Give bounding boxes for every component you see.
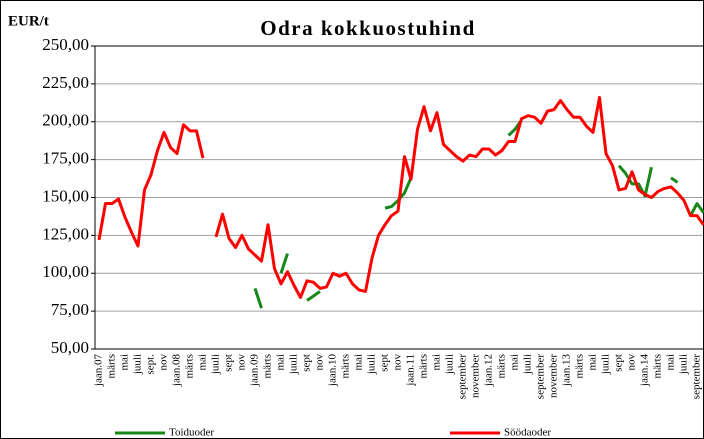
y-axis-label: EUR/t	[8, 13, 49, 29]
x-tick-label: jaan.11	[405, 354, 417, 387]
x-tick-label: sept	[301, 354, 313, 372]
x-tick-label: märts	[106, 354, 118, 378]
y-tick-label: 200,00	[42, 111, 89, 130]
x-tick-label: jaan.14	[639, 354, 651, 388]
x-tick-label: juuli	[444, 354, 456, 375]
x-tick-label: jaan.10	[327, 354, 339, 388]
x-tick-label: nov	[314, 354, 326, 371]
x-tick-label: juuli	[678, 354, 690, 375]
line-segment	[214, 96, 704, 299]
x-tick-label: märts	[340, 354, 352, 378]
x-tick-label: juuli	[522, 354, 534, 375]
x-tick-label: nov	[626, 354, 638, 371]
y-tick-label: 175,00	[42, 149, 89, 168]
y-tick-label: 125,00	[42, 224, 89, 243]
x-tick-label: jaan.09	[249, 354, 261, 388]
line-segment	[689, 202, 704, 217]
x-tick-label: mai	[587, 354, 599, 371]
line-segment	[253, 287, 263, 309]
x-tick-label: nov	[158, 354, 170, 371]
y-tick-label: 225,00	[42, 73, 89, 92]
x-tick-label: juuli	[366, 354, 378, 375]
x-tick-label: mai	[431, 354, 443, 371]
x-tick-label: märts	[418, 354, 430, 378]
line-segment	[279, 253, 289, 274]
legend-label: Söödaoder	[504, 427, 551, 439]
x-tick-label: märts	[184, 354, 196, 378]
x-tick-label: mai	[353, 354, 365, 371]
line-segment	[670, 176, 679, 184]
x-tick-label: mai	[119, 354, 131, 371]
x-tick-label: september	[691, 354, 703, 400]
x-tick-label: märts	[496, 354, 508, 378]
x-tick-label: mai	[275, 354, 287, 371]
x-tick-label: nov	[392, 354, 404, 371]
line-segment	[306, 290, 321, 302]
x-tick-label: jaan.08	[171, 354, 183, 388]
x-tick-label: sept.	[145, 354, 157, 375]
x-tick-label: jaan.07	[93, 354, 105, 388]
x-tick-label: mai	[509, 354, 521, 371]
x-tick-label: märts	[262, 354, 274, 378]
y-tick-label: 150,00	[42, 186, 89, 205]
chart-title: Odra kokkuostuhind	[260, 16, 476, 40]
x-tick-label: juuli	[288, 354, 300, 375]
x-tick-label: september	[535, 354, 547, 400]
legend-label: Toiduoder	[169, 427, 214, 439]
x-tick-label: märts	[574, 354, 586, 378]
x-tick-label: september	[457, 354, 469, 400]
y-tick-label: 50,00	[51, 338, 89, 357]
x-tick-label: jaan.13	[561, 354, 573, 388]
x-tick-label: jaan.12	[483, 354, 495, 387]
x-tick-label: november	[470, 354, 482, 398]
y-tick-label: 100,00	[42, 262, 89, 281]
x-tick-label: mai	[665, 354, 677, 371]
x-tick-label: november	[548, 354, 560, 398]
line-segment	[97, 123, 205, 248]
x-tick-label: märts	[652, 354, 664, 378]
x-tick-label: nov	[236, 354, 248, 371]
x-tick-label: sept	[613, 354, 625, 372]
y-tick-label: 75,00	[51, 300, 89, 319]
y-tick-label: 250,00	[42, 35, 89, 54]
x-tick-label: sept	[379, 354, 391, 372]
x-tick-label: juuli	[132, 354, 144, 375]
x-tick-label: mai	[197, 354, 209, 371]
x-tick-label: sept	[223, 354, 235, 372]
x-tick-label: juuli	[600, 354, 612, 375]
x-tick-label: juuli	[210, 354, 222, 375]
